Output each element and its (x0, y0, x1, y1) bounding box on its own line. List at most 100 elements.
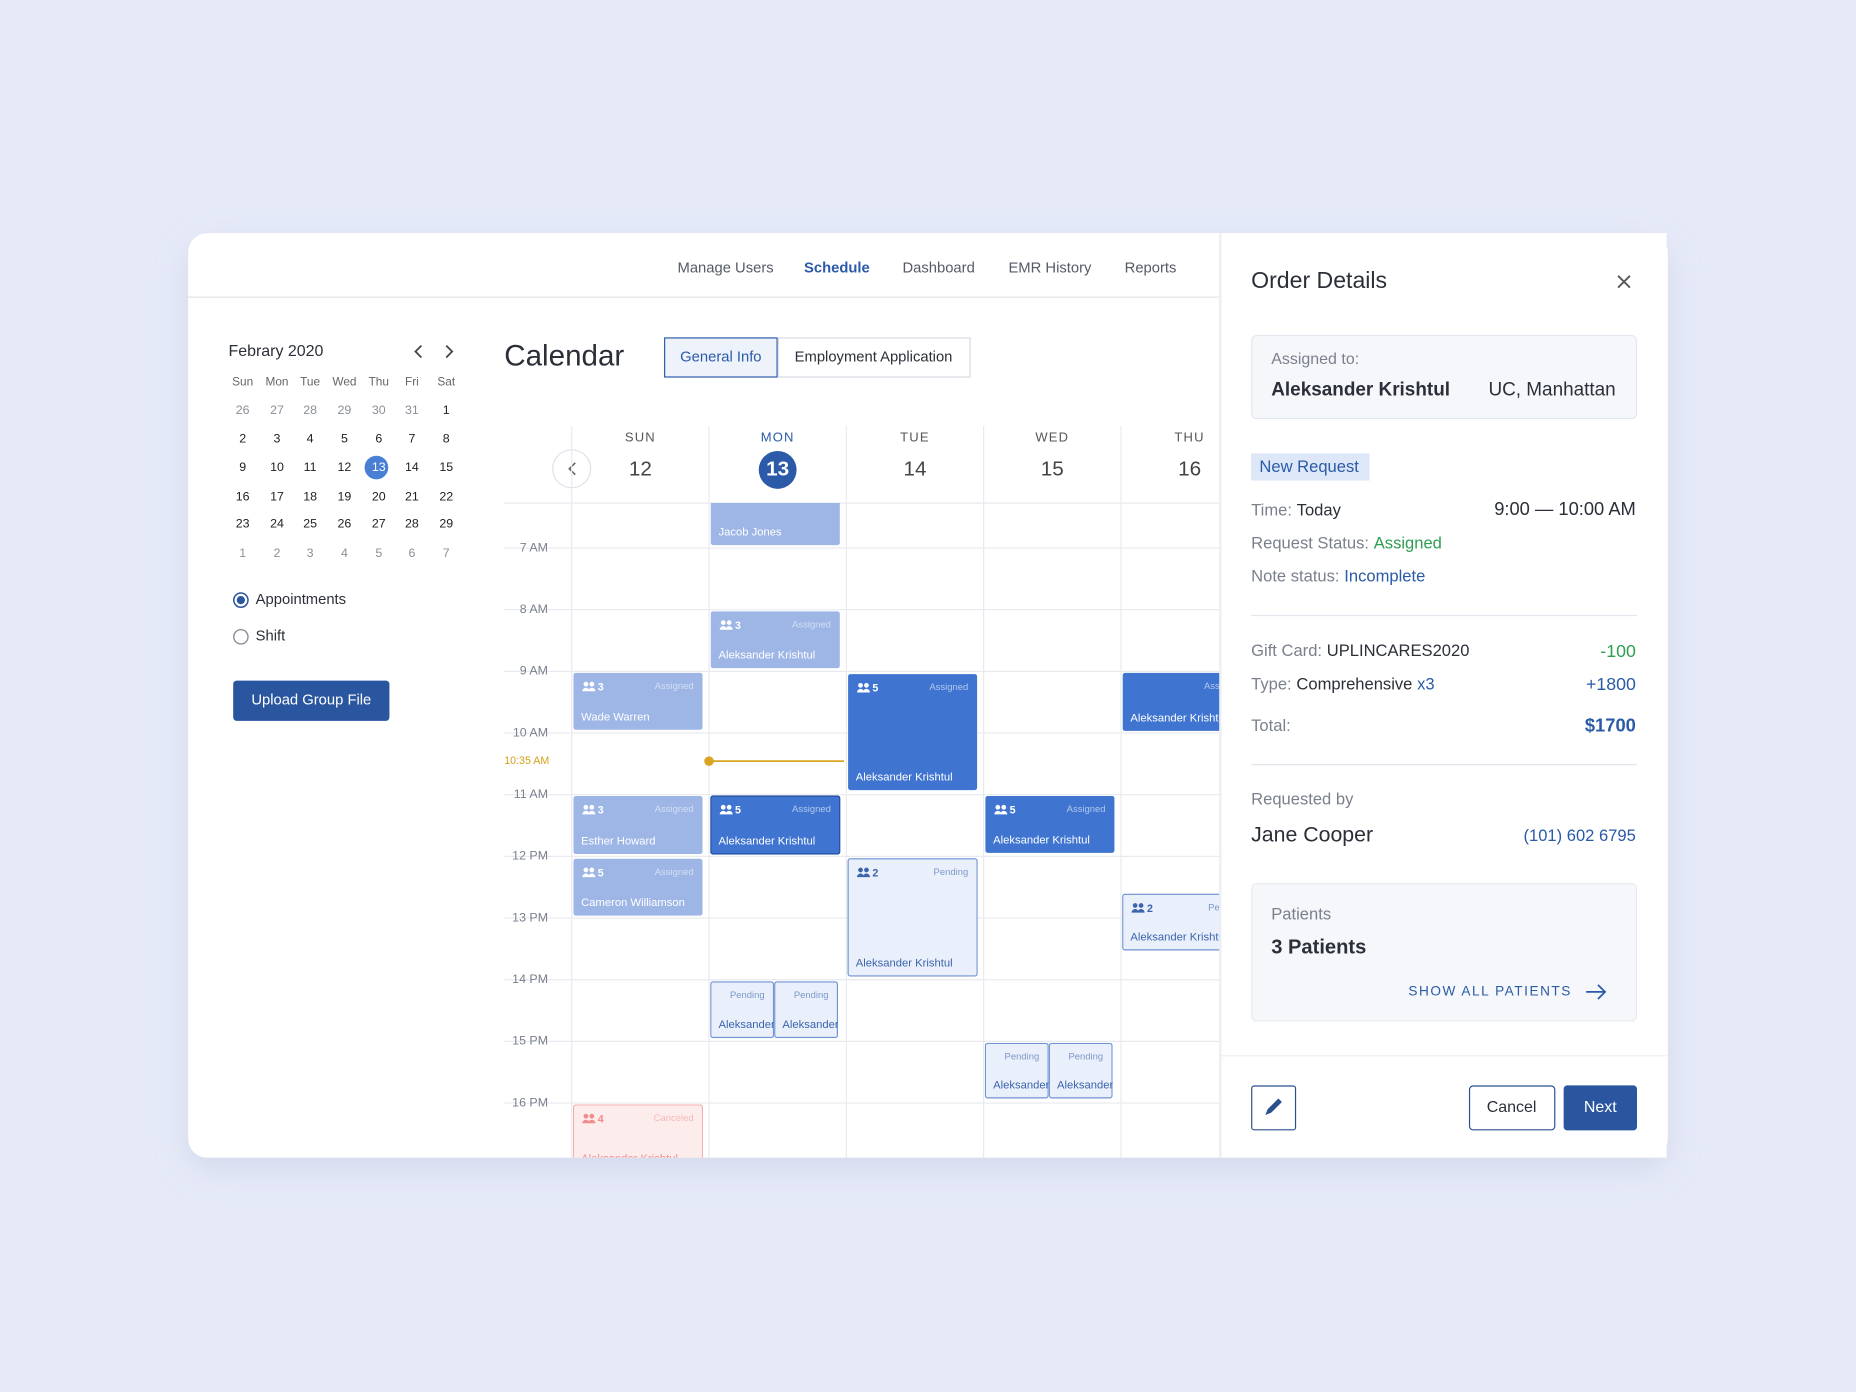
day-number[interactable]: 17 (270, 489, 284, 503)
day-number[interactable]: 28 (303, 403, 317, 417)
event[interactable]: 2 Pending Aleksander Krishtul (1122, 893, 1252, 951)
day-number[interactable]: 1 (239, 546, 246, 560)
tab-active[interactable] (664, 337, 778, 378)
day-number[interactable]: 6 (408, 546, 415, 560)
event[interactable]: Jacob Jones (710, 486, 840, 546)
day-name: TUE (900, 429, 930, 444)
event[interactable]: Pending Aleksander Krishtul (984, 1042, 1090, 1099)
event[interactable]: Pending Aleksander Krishtul (774, 981, 879, 1039)
tab[interactable] (777, 337, 971, 378)
day-number[interactable]: 5 (375, 546, 382, 560)
label: Note status: (1251, 567, 1339, 586)
people-icon (582, 867, 596, 878)
event[interactable]: 5 Assigned Aleksander Krishtul (985, 796, 1115, 853)
close-icon[interactable] (1617, 275, 1631, 289)
day-number[interactable]: 28 (405, 517, 419, 531)
day-number[interactable]: 29 (338, 403, 352, 417)
event-name: Aleksander Krishtul (993, 1079, 1090, 1091)
month-arrows[interactable] (414, 345, 454, 359)
event[interactable]: Assigned Aleksander Krishtul (1122, 672, 1252, 731)
day-number[interactable]: 29 (439, 517, 453, 531)
gift-card-amount: -100 (1600, 641, 1636, 661)
day-number[interactable]: 9 (239, 460, 246, 474)
day-number[interactable]: 18 (303, 489, 317, 503)
event-name: Aleksander Krishtul (782, 1019, 879, 1031)
event-name: Cameron Williamson (581, 897, 685, 909)
event[interactable]: 3 Assigned Aleksander Krishtul (710, 611, 840, 669)
day-number[interactable]: 20 (372, 489, 386, 503)
event-status: Assigned (1204, 681, 1243, 692)
event[interactable]: 5 Assigned Cameron Williamson (573, 858, 703, 916)
day-number[interactable]: 3 (307, 546, 314, 560)
nav-item[interactable]: Dashboard (902, 261, 974, 277)
event-box (710, 503, 840, 546)
day-number[interactable]: 12 (338, 460, 352, 474)
day-number[interactable]: 7 (408, 431, 415, 445)
event-count: 3 (735, 620, 741, 632)
day-number[interactable]: 23 (236, 517, 250, 531)
total-label: Total: (1251, 716, 1291, 735)
day-number[interactable]: 3 (274, 431, 281, 445)
day-number[interactable]: 14 (405, 460, 419, 474)
day-date: 13 (766, 457, 789, 480)
day-number[interactable]: 22 (439, 489, 453, 503)
day-number[interactable]: 11 (304, 460, 317, 474)
option[interactable]: Shift (256, 629, 286, 645)
day-number[interactable]: 30 (372, 403, 386, 417)
day-number[interactable]: 24 (270, 517, 284, 531)
nav-item[interactable]: Schedule (804, 261, 870, 277)
day-number[interactable]: 27 (372, 517, 386, 531)
event[interactable]: 2 Pending Aleksander Krishtul (847, 858, 978, 977)
event[interactable]: Pending Aleksander Krishtul (1048, 1042, 1153, 1099)
event[interactable]: 4 Canceled Aleksander Krishtul (572, 1104, 704, 1171)
event[interactable]: 3 Assigned Esther Howard (573, 796, 703, 855)
day-number[interactable]: 7 (443, 546, 450, 560)
day-number[interactable]: 25 (303, 517, 317, 531)
day-number[interactable]: 6 (375, 431, 382, 445)
cancel-button[interactable] (1468, 1085, 1556, 1131)
day-number[interactable]: 10 (270, 460, 284, 474)
nav-item[interactable]: Reports (1125, 261, 1177, 277)
event-status: Canceled (654, 1113, 694, 1124)
day-number[interactable]: 15 (439, 460, 453, 474)
day-name: THU (1174, 429, 1204, 444)
event-count: 5 (1010, 805, 1016, 817)
total: $1700 (1585, 715, 1636, 736)
day-number[interactable]: 21 (405, 489, 419, 503)
day-number[interactable]: 4 (307, 431, 314, 445)
day-name: MON (761, 429, 795, 444)
day-number[interactable]: 26 (338, 517, 352, 531)
option[interactable]: Appointments (256, 592, 346, 608)
day-number[interactable]: 31 (405, 403, 419, 417)
show-all-link[interactable]: SHOW ALL PATIENTS (1408, 984, 1572, 999)
day-number[interactable]: 19 (338, 489, 352, 503)
time-range: 9:00 — 10:00 AM (1494, 498, 1636, 519)
event-box (985, 796, 1115, 853)
nav-item[interactable]: EMR History (1008, 261, 1092, 277)
event-count: 2 (872, 867, 878, 879)
next-button[interactable] (1563, 1085, 1638, 1131)
event-status: Assigned (655, 804, 694, 815)
radio-on[interactable] (233, 592, 249, 608)
day-number[interactable]: 2 (239, 431, 246, 445)
day-number[interactable]: 8 (443, 431, 450, 445)
upload-button[interactable] (233, 680, 390, 721)
radio-off[interactable] (233, 629, 249, 645)
day-number[interactable]: 2 (274, 546, 281, 560)
event[interactable]: 5 Assigned Aleksander Krishtul (848, 674, 978, 791)
day-number[interactable]: 13 (372, 460, 386, 474)
nav-item[interactable]: Manage Users (678, 261, 774, 277)
day-number[interactable]: 26 (236, 403, 250, 417)
day-number[interactable]: 27 (270, 403, 284, 417)
panel-title: Order Details (1251, 267, 1387, 293)
value: Comprehensive (1296, 675, 1412, 694)
day-number[interactable]: 4 (341, 546, 348, 560)
day-number[interactable]: 16 (236, 489, 250, 503)
day-number[interactable]: 1 (443, 403, 450, 417)
day-number[interactable]: 5 (341, 431, 348, 445)
weekday: Thu (369, 374, 389, 388)
event[interactable]: Pending Aleksander Krishtul (710, 981, 815, 1039)
event[interactable]: 5 Assigned Aleksander Krishtul (710, 795, 841, 855)
event[interactable]: 3 Assigned Wade Warren (573, 672, 703, 730)
